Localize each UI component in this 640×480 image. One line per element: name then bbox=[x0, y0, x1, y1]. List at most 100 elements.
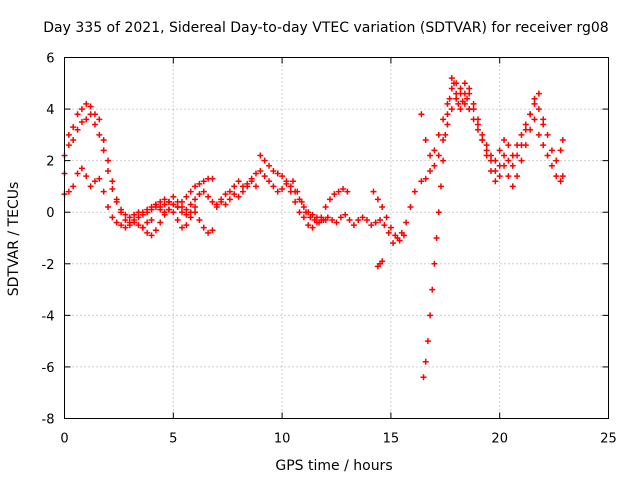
data-point bbox=[527, 111, 534, 118]
data-point bbox=[83, 116, 90, 123]
x-axis-label: GPS time / hours bbox=[275, 458, 392, 474]
grid-lines bbox=[64, 57, 609, 419]
data-point bbox=[424, 338, 431, 345]
data-point bbox=[279, 173, 286, 180]
data-point bbox=[126, 222, 133, 229]
data-point bbox=[448, 106, 455, 113]
data-point bbox=[531, 116, 538, 123]
data-point bbox=[418, 178, 425, 185]
data-point bbox=[78, 106, 85, 113]
data-point bbox=[431, 260, 438, 267]
data-point bbox=[518, 131, 525, 138]
data-point bbox=[316, 219, 323, 226]
data-point bbox=[557, 147, 564, 154]
data-point bbox=[350, 222, 357, 229]
data-point bbox=[270, 167, 277, 174]
data-point bbox=[400, 232, 407, 239]
data-point bbox=[359, 214, 366, 221]
data-point bbox=[87, 183, 94, 190]
data-point bbox=[70, 137, 77, 144]
data-point bbox=[387, 224, 394, 231]
data-point bbox=[65, 188, 72, 195]
data-point bbox=[174, 216, 181, 223]
series-trace-j bbox=[420, 80, 473, 381]
data-point bbox=[448, 75, 455, 82]
data-point bbox=[461, 100, 468, 107]
data-point bbox=[435, 152, 442, 159]
data-point bbox=[466, 90, 473, 97]
data-point bbox=[226, 196, 233, 203]
data-point bbox=[287, 188, 294, 195]
data-point bbox=[442, 131, 449, 138]
y-axis-label: SDTVAR / TECUs bbox=[6, 182, 22, 297]
data-point bbox=[527, 126, 534, 133]
data-point bbox=[213, 204, 220, 211]
data-point bbox=[509, 162, 516, 169]
data-point bbox=[152, 227, 159, 234]
x-tick-label: 25 bbox=[600, 432, 617, 447]
data-point bbox=[505, 142, 512, 149]
x-tick-label: 20 bbox=[491, 432, 508, 447]
data-point bbox=[418, 111, 425, 118]
data-point bbox=[118, 222, 125, 229]
data-point bbox=[157, 198, 164, 205]
plot-frame bbox=[64, 57, 609, 419]
data-point bbox=[174, 198, 181, 205]
data-point bbox=[483, 147, 490, 154]
data-point bbox=[464, 95, 471, 102]
data-point bbox=[335, 188, 342, 195]
data-point bbox=[65, 142, 72, 149]
data-point bbox=[157, 204, 164, 211]
data-point bbox=[226, 188, 233, 195]
data-point bbox=[179, 204, 186, 211]
data-point bbox=[209, 227, 216, 234]
data-point bbox=[307, 214, 314, 221]
data-point bbox=[96, 131, 103, 138]
data-point bbox=[196, 191, 203, 198]
data-point bbox=[322, 204, 329, 211]
x-tick-label: 5 bbox=[169, 432, 177, 447]
data-point bbox=[91, 121, 98, 128]
data-point bbox=[152, 201, 159, 208]
data-point bbox=[303, 209, 310, 216]
data-point bbox=[372, 219, 379, 226]
data-point bbox=[257, 167, 264, 174]
data-point bbox=[427, 312, 434, 319]
data-point bbox=[431, 147, 438, 154]
data-point bbox=[429, 286, 436, 293]
y-tick-label: -6 bbox=[42, 361, 55, 376]
data-point bbox=[78, 165, 85, 172]
data-point bbox=[96, 175, 103, 182]
data-point bbox=[100, 147, 107, 154]
data-point bbox=[118, 206, 125, 213]
data-point bbox=[505, 157, 512, 164]
data-point bbox=[544, 131, 551, 138]
data-point bbox=[192, 183, 199, 190]
data-point bbox=[474, 116, 481, 123]
data-point bbox=[385, 229, 392, 236]
data-point bbox=[209, 198, 216, 205]
data-point bbox=[100, 188, 107, 195]
data-point bbox=[501, 137, 508, 144]
data-point bbox=[192, 209, 199, 216]
data-point bbox=[363, 216, 370, 223]
data-point bbox=[435, 209, 442, 216]
data-point bbox=[337, 214, 344, 221]
data-point bbox=[540, 116, 547, 123]
data-point bbox=[187, 214, 194, 221]
data-point bbox=[274, 170, 281, 177]
y-tick-label: 2 bbox=[46, 155, 54, 170]
data-point bbox=[383, 214, 390, 221]
data-point bbox=[305, 222, 312, 229]
data-point bbox=[83, 100, 90, 107]
data-point bbox=[200, 224, 207, 231]
data-point bbox=[553, 157, 560, 164]
data-point bbox=[457, 106, 464, 113]
data-point bbox=[479, 137, 486, 144]
data-point bbox=[474, 121, 481, 128]
data-point bbox=[161, 201, 168, 208]
data-point bbox=[559, 173, 566, 180]
data-point bbox=[96, 116, 103, 123]
data-point bbox=[370, 188, 377, 195]
data-point bbox=[422, 137, 429, 144]
